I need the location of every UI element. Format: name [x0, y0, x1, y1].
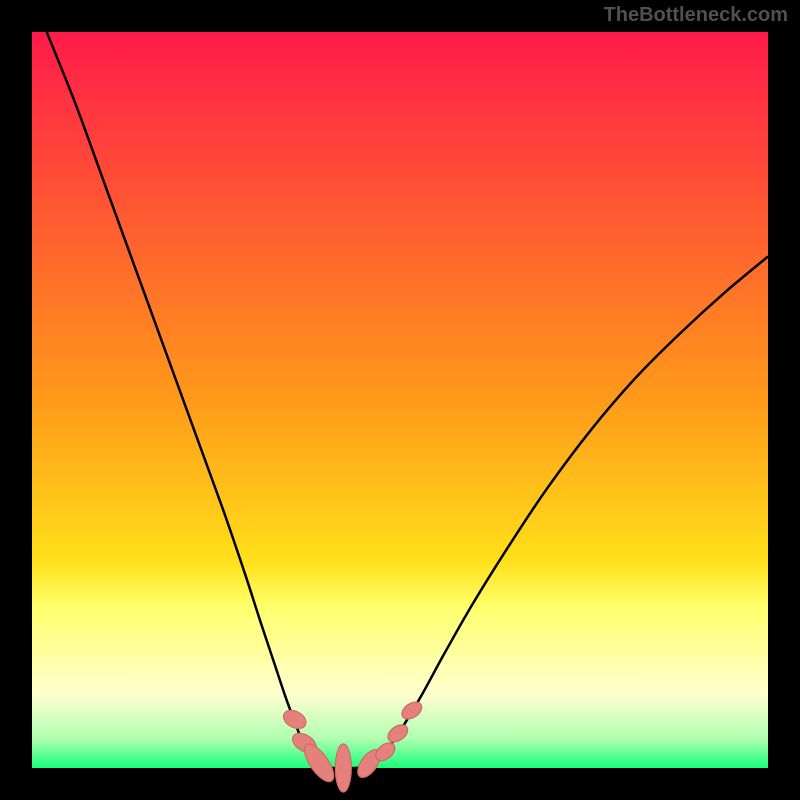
left-curve — [47, 32, 333, 768]
marker-dot — [299, 740, 339, 786]
right-curve — [356, 256, 768, 768]
watermark-text: TheBottleneck.com — [604, 4, 788, 27]
marker-dot — [399, 699, 425, 723]
bottleneck-curve-chart — [32, 32, 768, 768]
chart-plot-area — [32, 32, 768, 768]
marker-dot — [280, 707, 309, 732]
marker-dot — [335, 744, 351, 792]
marker-dot — [385, 721, 411, 745]
